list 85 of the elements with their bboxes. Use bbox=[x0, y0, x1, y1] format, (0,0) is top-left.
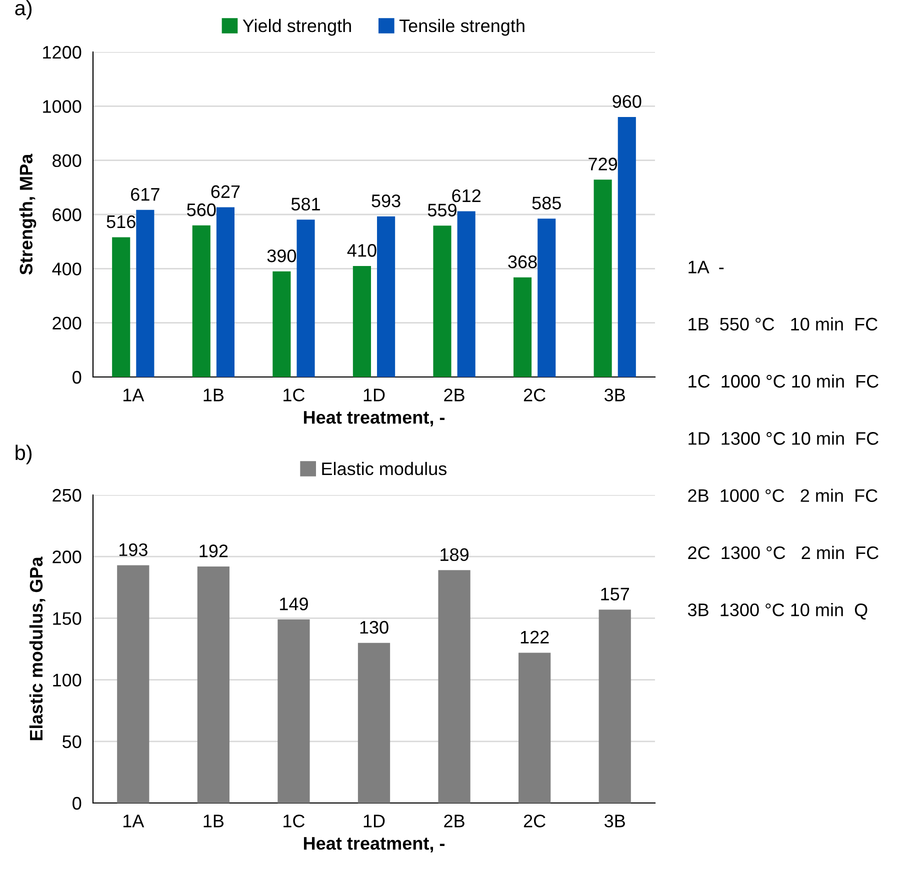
bar bbox=[513, 277, 532, 377]
data-label: 189 bbox=[440, 548, 468, 562]
y-axis-title: Strength, MPa bbox=[19, 154, 36, 275]
bar bbox=[438, 570, 470, 803]
bar bbox=[618, 117, 636, 377]
text: 1C 1000 °C 10 min FC bbox=[688, 374, 878, 388]
x-tick-label: 2B bbox=[444, 388, 464, 402]
x-tick-label: 3B bbox=[604, 388, 625, 402]
data-label: 593 bbox=[372, 194, 400, 208]
data-label: 581 bbox=[291, 198, 320, 211]
y-tick-label: 800 bbox=[52, 154, 82, 168]
data-label: 585 bbox=[532, 196, 561, 210]
x-tick-label: 2C bbox=[524, 388, 546, 402]
bar bbox=[272, 271, 291, 377]
y-tick-label: 100 bbox=[53, 674, 82, 687]
bar bbox=[352, 266, 371, 377]
text: 1B 550 °C 10 min FC bbox=[688, 317, 878, 331]
y-tick-label: 50 bbox=[62, 735, 82, 748]
bar bbox=[457, 211, 476, 377]
y-tick-label: 1000 bbox=[43, 100, 82, 113]
x-tick-label: 1C bbox=[284, 388, 305, 402]
data-label: 627 bbox=[211, 185, 240, 198]
text: 3B 1300 °C 10 min Q bbox=[688, 603, 868, 620]
text: 2B 1000 °C 2 min FC bbox=[688, 488, 878, 502]
bar bbox=[192, 225, 210, 377]
data-label: 560 bbox=[187, 203, 216, 216]
text: 1A - bbox=[688, 260, 724, 274]
data-label: 612 bbox=[452, 189, 480, 202]
x-tick-label: 1D bbox=[364, 388, 385, 402]
x-tick-label: 1D bbox=[364, 814, 385, 828]
x-tick-label: 2C bbox=[524, 814, 546, 828]
data-label: 390 bbox=[267, 249, 296, 262]
legend-label: Tensile strength bbox=[399, 18, 524, 36]
x-tick-label: 1A bbox=[123, 814, 144, 828]
x-tick-label: 1C bbox=[284, 814, 305, 828]
y-tick-label: 400 bbox=[52, 262, 82, 276]
x-tick-label: 2B bbox=[444, 814, 464, 828]
bar bbox=[594, 180, 612, 377]
y-tick-label: 150 bbox=[53, 612, 82, 625]
bar bbox=[197, 566, 230, 803]
data-label: 149 bbox=[280, 598, 308, 610]
bar bbox=[278, 619, 310, 803]
data-label: 122 bbox=[520, 630, 549, 644]
y-tick-label: 0 bbox=[72, 796, 82, 810]
data-label: 729 bbox=[588, 158, 618, 170]
x-tick-label: 1A bbox=[123, 388, 144, 402]
y-tick-label: 250 bbox=[52, 488, 82, 502]
x-tick-label: 3B bbox=[604, 814, 625, 828]
bar bbox=[117, 565, 150, 803]
bar bbox=[598, 610, 631, 803]
data-label: 192 bbox=[200, 544, 228, 558]
data-label: 960 bbox=[612, 95, 642, 108]
text: 1D 1300 °C 10 min FC bbox=[688, 432, 878, 445]
bar bbox=[112, 237, 130, 377]
bar bbox=[216, 207, 235, 377]
data-label: 130 bbox=[360, 620, 388, 634]
data-label: 559 bbox=[428, 204, 456, 216]
chart-title: a) bbox=[15, 0, 32, 20]
legend-label: Elastic modulus bbox=[322, 462, 446, 476]
data-label: 193 bbox=[119, 543, 148, 556]
y-tick-label: 600 bbox=[52, 208, 82, 222]
y-tick-label: 200 bbox=[52, 316, 82, 330]
x-axis-title: Heat treatment, - bbox=[304, 837, 445, 852]
y-tick-label: 1200 bbox=[43, 46, 82, 59]
data-label: 368 bbox=[508, 255, 537, 268]
legend-label: Yield strength bbox=[242, 18, 351, 36]
text: 2C 1300 °C 2 min FC bbox=[688, 546, 878, 560]
data-label: 410 bbox=[347, 244, 376, 257]
bar bbox=[358, 642, 390, 803]
bar bbox=[518, 652, 551, 803]
data-label: 157 bbox=[601, 588, 630, 600]
bar bbox=[377, 216, 396, 377]
y-axis-title: Elastic modulus, GPa bbox=[29, 556, 46, 740]
chart-title: b) bbox=[16, 444, 32, 464]
y-tick-label: 0 bbox=[72, 370, 82, 384]
y-tick-label: 200 bbox=[52, 550, 82, 564]
bar bbox=[538, 218, 556, 377]
bar bbox=[136, 210, 154, 377]
bar bbox=[433, 226, 452, 377]
bar bbox=[296, 220, 315, 377]
x-tick-label: 1B bbox=[204, 814, 224, 828]
data-label: 516 bbox=[106, 215, 136, 228]
data-label: 617 bbox=[131, 188, 160, 201]
x-axis-title: Heat treatment, - bbox=[304, 411, 445, 426]
x-tick-label: 1B bbox=[204, 388, 224, 402]
